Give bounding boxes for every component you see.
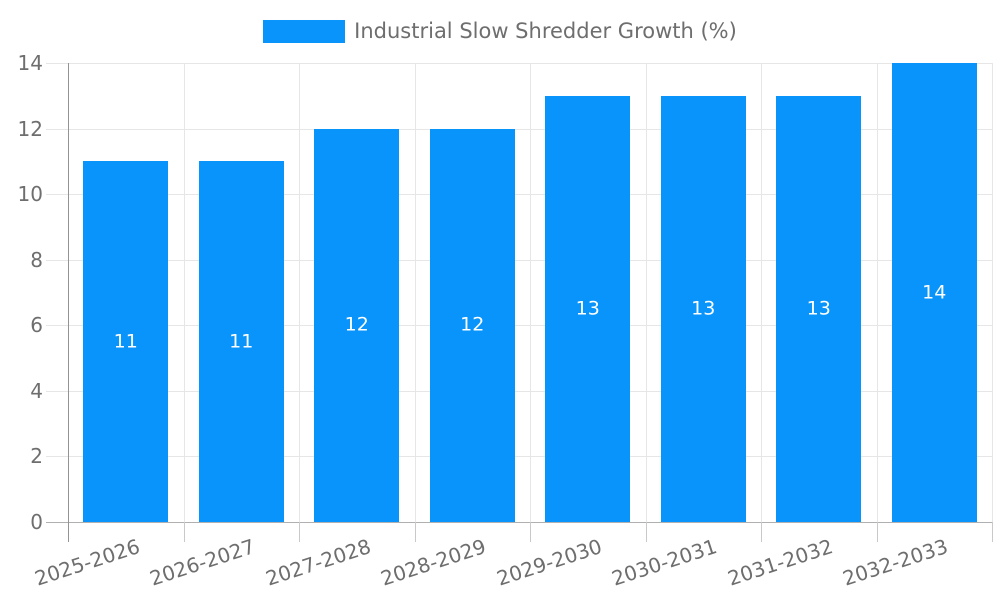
category-tick xyxy=(530,522,531,542)
bar-2031-2032: 13 xyxy=(776,95,862,522)
y-tick-label: 12 xyxy=(17,116,43,141)
gridline-vertical xyxy=(183,63,185,522)
bar-2026-2027: 11 xyxy=(198,161,284,522)
bar-value-label: 13 xyxy=(691,297,716,320)
category-tick xyxy=(414,522,416,542)
gridline-horizontal xyxy=(46,456,992,458)
y-tick-label: 8 xyxy=(30,247,43,272)
category-tick xyxy=(645,522,647,542)
bar-2029-2030: 13 xyxy=(545,95,631,522)
y-tick-label: 6 xyxy=(30,313,43,338)
bar-value-label: 13 xyxy=(806,297,831,320)
bar-value-label: 14 xyxy=(922,281,947,303)
x-tick-label: 2030-2031 xyxy=(608,534,721,591)
gridline-horizontal xyxy=(46,259,992,261)
legend-label: Industrial Slow Shredder Growth (%) xyxy=(354,19,737,43)
gridline-vertical xyxy=(876,63,878,522)
x-tick-label: 2026-2027 xyxy=(146,534,259,591)
gridline-vertical xyxy=(761,63,762,522)
bar-value-label: 12 xyxy=(460,313,485,336)
bar-value-label: 13 xyxy=(575,297,600,320)
y-axis-line xyxy=(68,63,69,542)
bar-value-label: 11 xyxy=(229,330,254,353)
category-tick xyxy=(299,522,300,542)
y-tick-label: 0 xyxy=(30,510,43,534)
y-tick-label: 10 xyxy=(17,182,43,207)
category-tick xyxy=(876,522,878,542)
gridline-horizontal xyxy=(46,522,992,523)
y-tick-label: 4 xyxy=(30,378,43,403)
gridline-vertical xyxy=(645,63,647,522)
y-tick-label: 2 xyxy=(30,444,43,469)
category-tick xyxy=(992,522,993,542)
bar-2030-2031: 13 xyxy=(660,95,746,522)
bar-2025-2026: 11 xyxy=(83,161,169,522)
bar-value-label: 12 xyxy=(344,313,369,336)
chart-legend-item[interactable]: Industrial Slow Shredder Growth (%) xyxy=(0,18,1000,44)
gridline-horizontal xyxy=(46,128,992,130)
gridline-horizontal xyxy=(46,390,992,392)
x-tick-label: 2031-2032 xyxy=(724,534,836,591)
gridline-horizontal xyxy=(46,325,992,327)
bar-value-label: 11 xyxy=(113,330,138,353)
gridline-vertical xyxy=(299,63,300,522)
category-tick xyxy=(183,522,185,542)
y-tick-label: 14 xyxy=(17,51,43,75)
x-tick-label: 2029-2030 xyxy=(493,534,605,591)
category-tick xyxy=(761,522,762,542)
legend-swatch-icon xyxy=(263,19,346,43)
gridline-vertical xyxy=(414,63,416,522)
x-tick-label: 2028-2029 xyxy=(377,534,490,591)
gridline-vertical xyxy=(530,63,531,522)
bar-2027-2028: 12 xyxy=(314,128,400,522)
gridline-vertical xyxy=(992,63,993,522)
x-tick-label: 2025-2026 xyxy=(31,534,143,591)
x-tick-label: 2032-2033 xyxy=(839,534,952,591)
bar-2028-2029: 12 xyxy=(429,128,515,522)
x-tick-label: 2027-2028 xyxy=(262,534,374,591)
bar-2032-2033: 14 xyxy=(891,63,977,522)
gridline-horizontal xyxy=(46,63,992,64)
gridline-horizontal xyxy=(46,194,992,196)
